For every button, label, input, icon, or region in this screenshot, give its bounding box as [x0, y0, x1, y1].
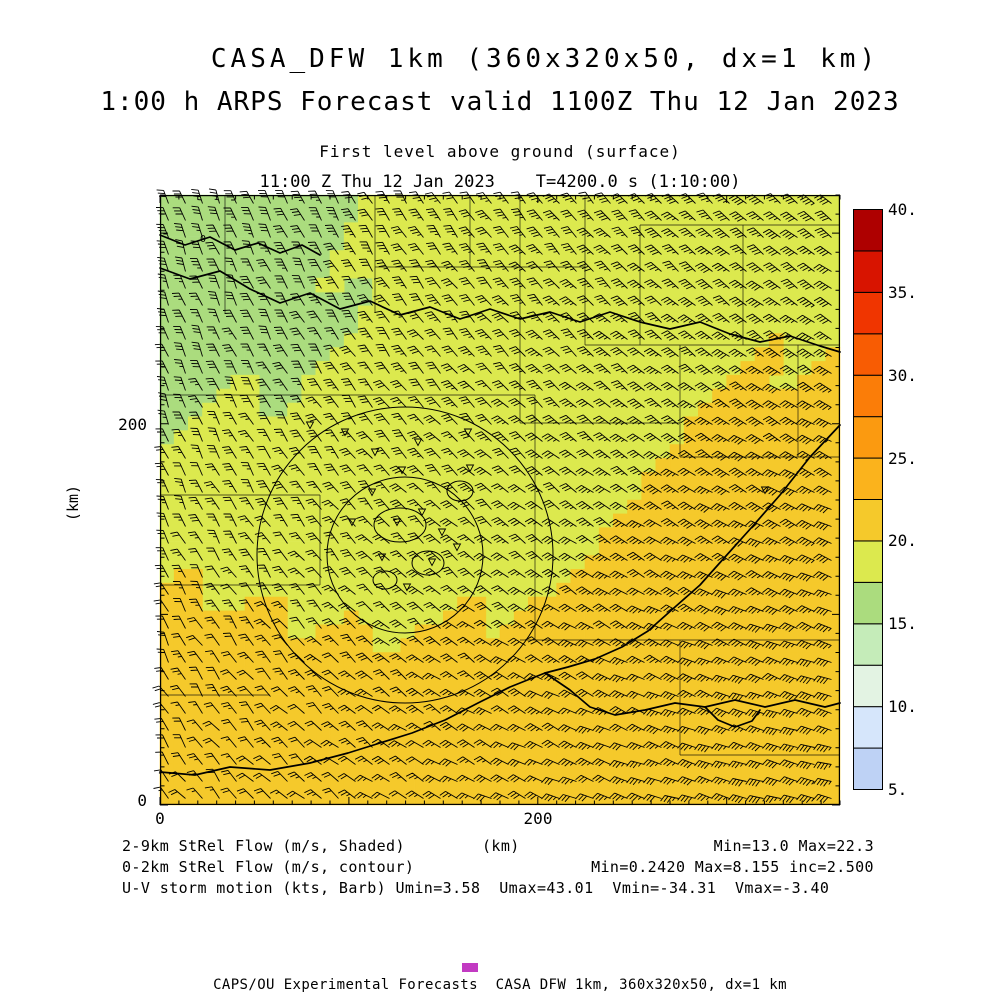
legend-contour-field: 0-2km StRel Flow (m/s, contour)	[122, 858, 415, 876]
colorbar	[853, 209, 883, 790]
x-tick-0: 0	[155, 809, 165, 828]
colorbar-label: 40.	[888, 200, 917, 219]
legend-contour-minmax: Min=0.2420 Max=8.155 inc=2.500	[591, 858, 874, 876]
legend-shaded-field: 2-9km StRel Flow (m/s, Shaded)	[122, 837, 405, 855]
colorbar-label: 25.	[888, 448, 917, 468]
chart-subtitle: 1:00 h ARPS Forecast valid 1100Z Thu 12 …	[100, 87, 900, 117]
legend-shaded-minmax: Min=13.0 Max=22.3	[713, 837, 874, 855]
colorbar-label: 35.	[888, 282, 917, 302]
forecast-map: 0	[152, 188, 841, 806]
level-line: First level above ground (surface)	[319, 142, 681, 161]
colorbar-label: 15.	[888, 614, 917, 634]
colorbar-label: 30.	[888, 365, 917, 385]
colorbar-label: 5.	[888, 780, 908, 799]
x-axis-unit: (km)	[482, 837, 520, 855]
logo-mark	[462, 963, 478, 972]
y-tick-0: 0	[137, 791, 147, 810]
svg-text:0: 0	[200, 234, 206, 245]
y-axis-label: (km)	[64, 484, 83, 522]
colorbar-label: 10.	[888, 697, 917, 717]
colorbar-labels: 5. 10. 15. 20. 25. 30. 35. 40.	[888, 200, 938, 799]
legend-barb-field: U-V storm motion (kts, Barb) Umin=3.58 U…	[122, 879, 830, 897]
valid-time-line: 11:00 Z Thu 12 Jan 2023 T=4200.0 s (1:10…	[259, 172, 741, 192]
footer-text: CAPS/OU Experimental Forecasts CASA DFW …	[213, 977, 787, 993]
y-tick-200: 200	[118, 415, 147, 434]
x-tick-200: 200	[523, 809, 553, 828]
chart-title: CASA_DFW 1km (360x320x50, dx=1 km)	[210, 44, 880, 74]
colorbar-label: 20.	[888, 531, 917, 551]
